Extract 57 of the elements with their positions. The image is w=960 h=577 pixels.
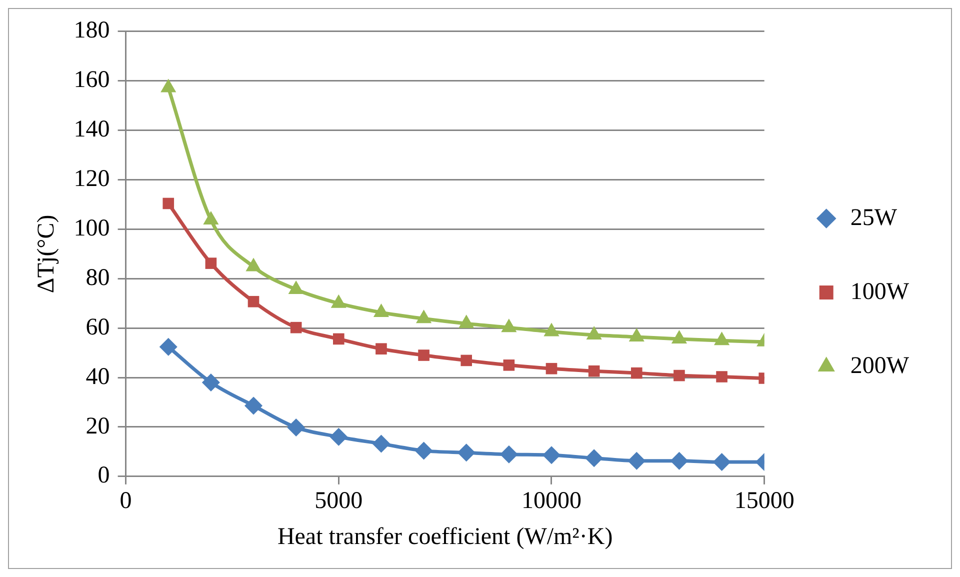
point xyxy=(372,434,390,453)
point xyxy=(418,350,430,361)
y-tick-label: 40 xyxy=(86,364,110,390)
point xyxy=(202,373,220,392)
point xyxy=(630,367,642,379)
x-tick-label: 5000 xyxy=(314,488,363,514)
point xyxy=(246,258,262,272)
point xyxy=(716,371,728,382)
point xyxy=(714,332,730,346)
x-tick-label: 10000 xyxy=(522,488,582,514)
point xyxy=(542,446,560,464)
point xyxy=(205,258,217,269)
point xyxy=(203,211,219,225)
legend-label: 25W xyxy=(850,204,898,231)
point xyxy=(330,428,348,446)
x-tick-label: 15000 xyxy=(734,488,794,514)
point xyxy=(248,296,260,308)
point xyxy=(414,442,433,460)
point xyxy=(500,445,518,464)
point xyxy=(287,418,306,436)
point xyxy=(457,444,476,462)
y-tick-label: 80 xyxy=(86,264,110,291)
point xyxy=(585,449,604,468)
legend-label: 200W xyxy=(850,352,910,379)
x-axis-title: Heat transfer coefficient (W/m²·K) xyxy=(277,524,613,550)
point xyxy=(332,333,344,345)
y-tick-label: 140 xyxy=(74,116,110,143)
y-tick-label: 120 xyxy=(74,166,110,192)
point xyxy=(288,280,304,294)
y-tick-label: 0 xyxy=(98,462,110,489)
point xyxy=(588,365,600,377)
point xyxy=(373,303,390,317)
point xyxy=(376,343,387,354)
point xyxy=(712,453,731,472)
point xyxy=(544,322,560,336)
point xyxy=(503,359,515,371)
y-tick-label: 100 xyxy=(74,215,110,242)
point xyxy=(244,396,263,415)
x-tick-label: 0 xyxy=(120,488,132,514)
y-axis-title: ΔTj(°C) xyxy=(34,214,60,294)
point xyxy=(416,310,432,324)
point xyxy=(458,314,474,328)
point xyxy=(628,452,646,470)
y-tick-label: 160 xyxy=(74,67,110,94)
point xyxy=(159,338,178,356)
y-tick-label: 20 xyxy=(86,413,110,440)
legend-label: 100W xyxy=(850,278,910,305)
point xyxy=(501,318,517,332)
point xyxy=(670,452,688,470)
point xyxy=(460,354,472,366)
point xyxy=(330,294,346,308)
y-tick-label: 60 xyxy=(86,314,110,340)
point xyxy=(546,362,558,374)
point xyxy=(674,370,685,382)
point xyxy=(160,78,176,92)
point xyxy=(290,322,302,334)
y-tick-label: 180 xyxy=(74,18,110,44)
